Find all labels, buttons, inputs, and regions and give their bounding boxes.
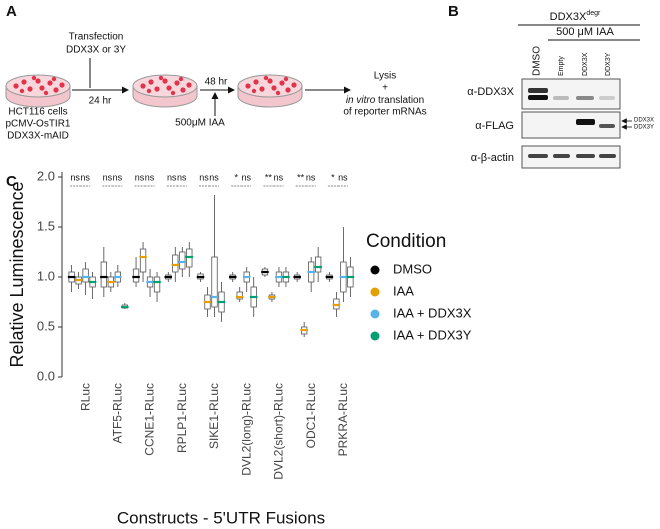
y-tick-label: 1.0 xyxy=(37,268,55,283)
significance: ** xyxy=(297,172,305,182)
label: DDX3X-mAID xyxy=(7,131,69,142)
label: 500μM IAA xyxy=(175,118,225,129)
x-tick-label: DVL2(short)-RLuc xyxy=(272,383,286,480)
box xyxy=(315,256,322,273)
x-tick-label: ODC1-RLuc xyxy=(304,383,318,448)
legend-label: IAA xyxy=(393,283,414,298)
label: Transfection xyxy=(69,32,124,43)
header-sup: degr xyxy=(586,10,601,17)
label: HCT116 cells xyxy=(8,107,67,118)
x-tick-label: SIKE1-RLuc xyxy=(207,383,221,449)
y-tick-label: 0.5 xyxy=(37,318,55,333)
y-tick-label: 2.0 xyxy=(37,168,55,183)
label: pCMV-OsTIR1 xyxy=(5,119,70,130)
label: of reporter mRNAs xyxy=(343,107,426,118)
x-tick-label: ATF5-RLuc xyxy=(111,383,125,443)
legend-swatch xyxy=(370,265,380,275)
lane-label: DMSO xyxy=(532,46,543,76)
significance: * xyxy=(331,172,335,182)
box xyxy=(153,276,161,293)
x-tick-label: PRKRA-RLuc xyxy=(336,383,350,456)
panel-label: B xyxy=(448,3,459,20)
lane-label: DDX3Y xyxy=(605,52,612,76)
box xyxy=(211,256,218,308)
x-tick-label: DVL2(long)-RLuc xyxy=(239,383,253,476)
significance: ns xyxy=(70,172,80,182)
box xyxy=(82,268,89,283)
label: translation xyxy=(375,95,424,106)
significance: ns xyxy=(306,172,316,182)
legend-swatch xyxy=(370,331,380,341)
label-italic: in vitro xyxy=(346,95,376,106)
label: in vitro translation xyxy=(346,95,424,106)
band-label: DDX3X xyxy=(634,118,654,124)
significance: ns xyxy=(274,172,284,182)
box xyxy=(172,254,179,273)
box xyxy=(132,268,140,283)
x-axis-label: Constructs - 5'UTR Fusions xyxy=(117,508,325,527)
significance: ns xyxy=(113,172,123,182)
treatment: 500 μM IAA xyxy=(556,26,614,38)
significance: ns xyxy=(177,172,187,182)
panel-label: C xyxy=(6,173,17,190)
label: Lysis xyxy=(374,71,396,82)
box xyxy=(139,248,147,273)
significance: ns xyxy=(80,172,90,182)
dish xyxy=(237,74,303,108)
legend-title: Condition xyxy=(366,231,446,252)
label: + xyxy=(382,83,388,94)
blot-header: DDX3Xdegr xyxy=(550,10,601,23)
legend-label: IAA + DDX3X xyxy=(393,305,472,320)
header: DDX3X xyxy=(550,11,587,23)
lane-label: DDX3X xyxy=(582,52,589,76)
row-label: α-DDX3X xyxy=(467,86,514,98)
row-label: α-β-actin xyxy=(471,152,514,164)
dish xyxy=(5,74,71,108)
lane-label: Empty xyxy=(558,56,565,76)
blot xyxy=(521,78,621,169)
significance: ns xyxy=(103,172,113,182)
significance: ns xyxy=(209,172,219,182)
significance: ** xyxy=(265,172,273,182)
legend-label: IAA + DDX3Y xyxy=(393,327,472,342)
row-label: α-FLAG xyxy=(475,120,514,132)
label: DDX3X or 3Y xyxy=(66,45,126,56)
dish xyxy=(132,74,198,108)
significance: ns xyxy=(199,172,209,182)
y-tick-label: 1.5 xyxy=(37,218,55,233)
significance: ns xyxy=(145,172,155,182)
x-tick-label: RLuc xyxy=(78,383,92,411)
box xyxy=(236,291,243,300)
legend-swatch xyxy=(370,287,380,297)
legend-swatch xyxy=(370,309,380,319)
label: 24 hr xyxy=(89,96,112,107)
x-tick-label: CCNE1-RLuc xyxy=(143,383,157,456)
legend-label: DMSO xyxy=(393,261,432,276)
significance: ns xyxy=(338,172,348,182)
significance: * xyxy=(234,172,238,182)
x-tick-label: RPLP1-RLuc xyxy=(175,383,189,453)
band-label: DDX3Y xyxy=(634,125,654,131)
panel-label: A xyxy=(6,3,17,20)
label: 48 hr xyxy=(205,77,228,88)
box xyxy=(100,261,107,288)
box xyxy=(179,251,186,270)
significance: ns xyxy=(167,172,177,182)
significance: ns xyxy=(241,172,251,182)
y-tick-label: 0.0 xyxy=(37,368,55,383)
significance: ns xyxy=(135,172,145,182)
y-axis-label: Relative Luminescence xyxy=(7,181,27,367)
